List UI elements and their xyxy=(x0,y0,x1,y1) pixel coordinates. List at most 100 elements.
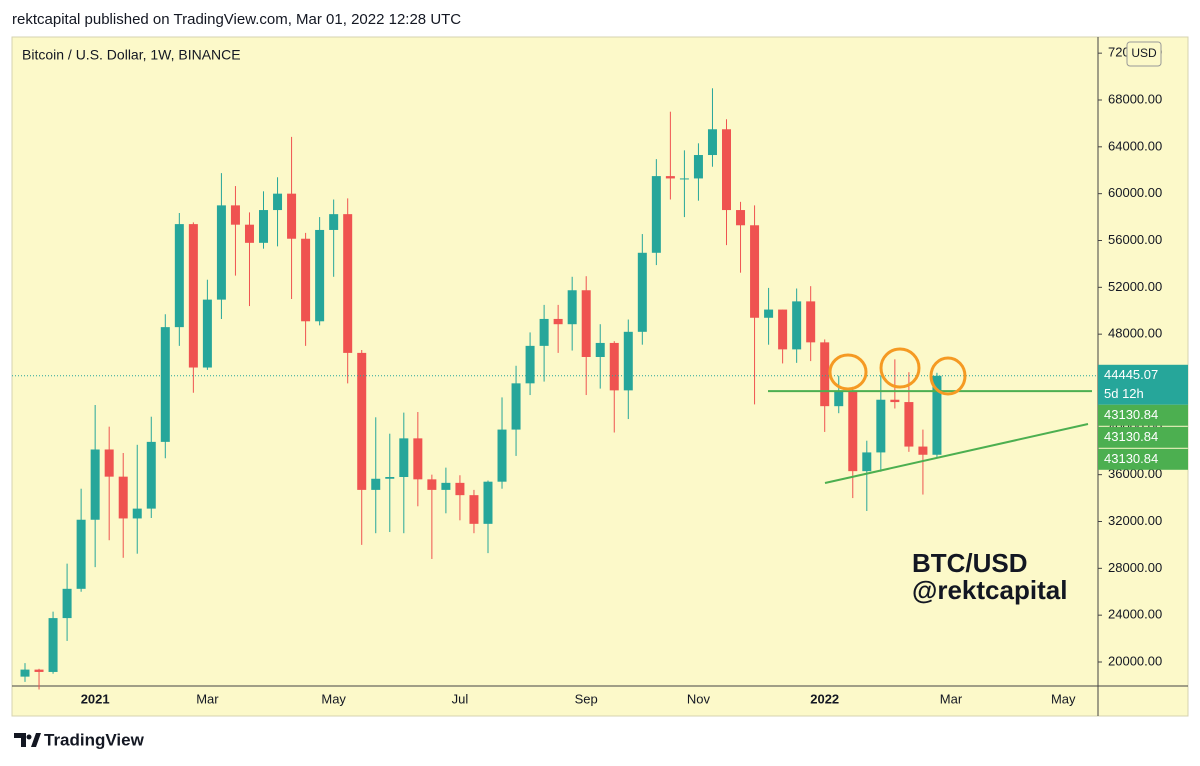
candle-body xyxy=(230,205,240,225)
candle-body xyxy=(202,299,212,368)
candle-body xyxy=(722,129,731,211)
candle-body xyxy=(62,588,72,619)
candle-body xyxy=(118,476,128,519)
candle-body xyxy=(34,669,44,672)
line-label: 43130.84 xyxy=(1104,429,1158,444)
x-tick-label: 2021 xyxy=(81,691,110,706)
candle-body xyxy=(890,399,900,403)
candle-body xyxy=(427,479,437,490)
candle-body xyxy=(104,449,114,477)
candle-body xyxy=(918,446,928,455)
candle-body xyxy=(595,342,605,357)
y-tick-label: 52000.00 xyxy=(1108,279,1162,294)
candle-body xyxy=(581,290,591,357)
candle-body xyxy=(792,301,802,350)
line-label: 43130.84 xyxy=(1104,407,1158,422)
last-price-box xyxy=(1098,364,1188,405)
candle-body xyxy=(764,309,774,318)
y-tick-label: 60000.00 xyxy=(1108,185,1162,200)
y-tick-label: 68000.00 xyxy=(1108,91,1162,106)
candle-body xyxy=(174,224,184,328)
candle-body xyxy=(707,129,717,156)
x-tick-label: May xyxy=(1051,691,1076,706)
y-tick-label: 36000.00 xyxy=(1108,466,1162,481)
line-label-box xyxy=(1098,426,1188,448)
candle-body xyxy=(160,327,170,442)
candle-body xyxy=(525,345,535,384)
candle-body xyxy=(357,352,367,490)
x-tick-label: Mar xyxy=(196,691,219,706)
currency-box xyxy=(1126,41,1162,67)
candle-body xyxy=(469,495,479,524)
candle-body xyxy=(259,210,269,243)
candle-body xyxy=(609,342,619,391)
candle-body xyxy=(287,193,297,239)
candle-body xyxy=(665,176,675,179)
watermark: @rektcapital xyxy=(912,575,1067,605)
candle-body xyxy=(329,214,339,230)
candle-body xyxy=(539,318,549,346)
candle-body xyxy=(441,482,451,490)
plot xyxy=(12,88,1098,690)
x-tick-label: Mar xyxy=(940,691,963,706)
trend-line xyxy=(824,423,1089,484)
candle-body xyxy=(399,438,409,478)
candle-body xyxy=(637,252,647,332)
highlight-circle xyxy=(828,353,868,391)
candle-body xyxy=(315,229,325,322)
candle-body xyxy=(497,429,507,482)
candle-body xyxy=(623,331,633,391)
symbol-title: Bitcoin / U.S. Dollar, 1W, BINANCE xyxy=(22,47,241,63)
candle-body xyxy=(413,438,423,480)
candle-body xyxy=(48,618,58,672)
y-tick-label: 56000.00 xyxy=(1108,232,1162,247)
candle-body xyxy=(834,391,844,407)
countdown-label: 5d 12h xyxy=(1104,386,1144,401)
candle-body xyxy=(132,508,142,519)
candle-body xyxy=(553,318,563,325)
candle-body xyxy=(820,342,830,407)
y-tick-label: 32000.00 xyxy=(1108,513,1162,528)
candle-body xyxy=(273,193,283,211)
candle-body xyxy=(455,482,465,496)
x-tick-label: Nov xyxy=(687,691,711,706)
candle-body xyxy=(76,519,86,589)
brand: TradingView xyxy=(44,730,145,749)
highlight-circle xyxy=(929,356,967,396)
candle-body xyxy=(483,481,493,524)
candle-body xyxy=(679,178,689,180)
y-tick-label: 20000.00 xyxy=(1108,653,1162,668)
line-label-box xyxy=(1098,448,1188,470)
y-tick-label: 64000.00 xyxy=(1108,138,1162,153)
line-label-box xyxy=(1098,404,1188,426)
candle-body xyxy=(301,238,311,322)
last-price-label: 44445.07 xyxy=(1104,367,1158,382)
brand-logo xyxy=(14,733,41,747)
candle-body xyxy=(343,214,353,353)
publish-note: rektcapital published on TradingView.com… xyxy=(12,11,461,28)
candle-body xyxy=(385,477,395,479)
candle-body xyxy=(188,224,198,368)
candle-body xyxy=(904,402,914,447)
y-tick-label: 24000.00 xyxy=(1108,607,1162,622)
candle-body xyxy=(20,669,30,677)
candle-body xyxy=(778,309,788,350)
candle-body xyxy=(876,399,886,453)
candle-body xyxy=(244,224,254,243)
candle-body xyxy=(651,176,661,253)
candle-body xyxy=(932,375,942,455)
candle-body xyxy=(750,225,760,318)
candle-body xyxy=(146,441,156,509)
y-tick-label: 28000.00 xyxy=(1108,560,1162,575)
candle-body xyxy=(848,391,858,472)
candle-body xyxy=(567,290,577,325)
y-tick-label: 48000.00 xyxy=(1108,326,1162,341)
candle-body xyxy=(693,155,703,179)
line-label: 43130.84 xyxy=(1104,451,1158,466)
x-tick-label: Sep xyxy=(575,691,598,706)
highlight-circle xyxy=(879,347,921,389)
candle-body xyxy=(216,205,226,300)
axis: 20000.00 24000.00 28000.00 32000.00 36000.00… xyxy=(81,45,1188,706)
